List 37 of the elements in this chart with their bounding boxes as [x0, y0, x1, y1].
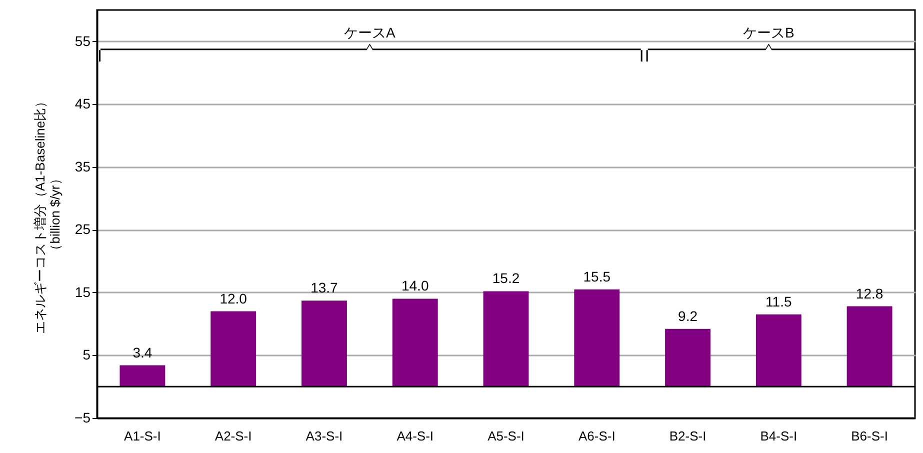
- data-label: 3.4: [132, 344, 152, 360]
- bar: [210, 311, 256, 387]
- y-tick-label: 45: [74, 96, 91, 112]
- y-tick-label: −5: [74, 410, 91, 426]
- bar: [846, 306, 892, 387]
- annotation: ケースB: [742, 24, 794, 41]
- bar: [483, 291, 529, 387]
- x-tick-label: B4-S-I: [760, 428, 798, 444]
- data-label: 15.5: [583, 268, 611, 284]
- x-tick-label: A5-S-I: [488, 428, 524, 444]
- data-label: 15.2: [492, 270, 520, 286]
- data-label: 14.0: [401, 278, 429, 294]
- x-tick-label: A4-S-I: [396, 428, 434, 444]
- x-tick-label: A2-S-I: [214, 428, 252, 444]
- x-tick-label: B2-S-I: [669, 428, 706, 444]
- bar: [120, 365, 166, 387]
- y-tick-label: 5: [82, 346, 91, 363]
- x-tick-label: A3-S-I: [306, 428, 343, 444]
- data-label: 13.7: [310, 280, 338, 296]
- data-label: 12.0: [220, 290, 248, 306]
- data-label: 11.5: [766, 293, 792, 310]
- y-tick-label: 55: [74, 32, 91, 49]
- bar: [574, 289, 620, 387]
- bar: [756, 314, 802, 387]
- x-tick-label: B6-S-I: [851, 428, 888, 444]
- y-axis-title: エネルギーコスト増分（A1-Baseline比）（billion $/yr）: [32, 94, 63, 334]
- data-label: 9.2: [678, 308, 698, 324]
- bar: [665, 328, 710, 387]
- bar: [392, 298, 438, 387]
- y-tick-label: 35: [74, 158, 91, 174]
- annotation: ケースA: [344, 24, 396, 41]
- data-label: 12.8: [856, 285, 884, 302]
- y-tick-label: 15: [74, 284, 91, 300]
- bar: [302, 300, 347, 387]
- x-tick-label: A1-S-I: [124, 428, 161, 444]
- x-tick-label: A6-S-I: [578, 428, 616, 444]
- y-tick-label: 25: [74, 221, 91, 238]
